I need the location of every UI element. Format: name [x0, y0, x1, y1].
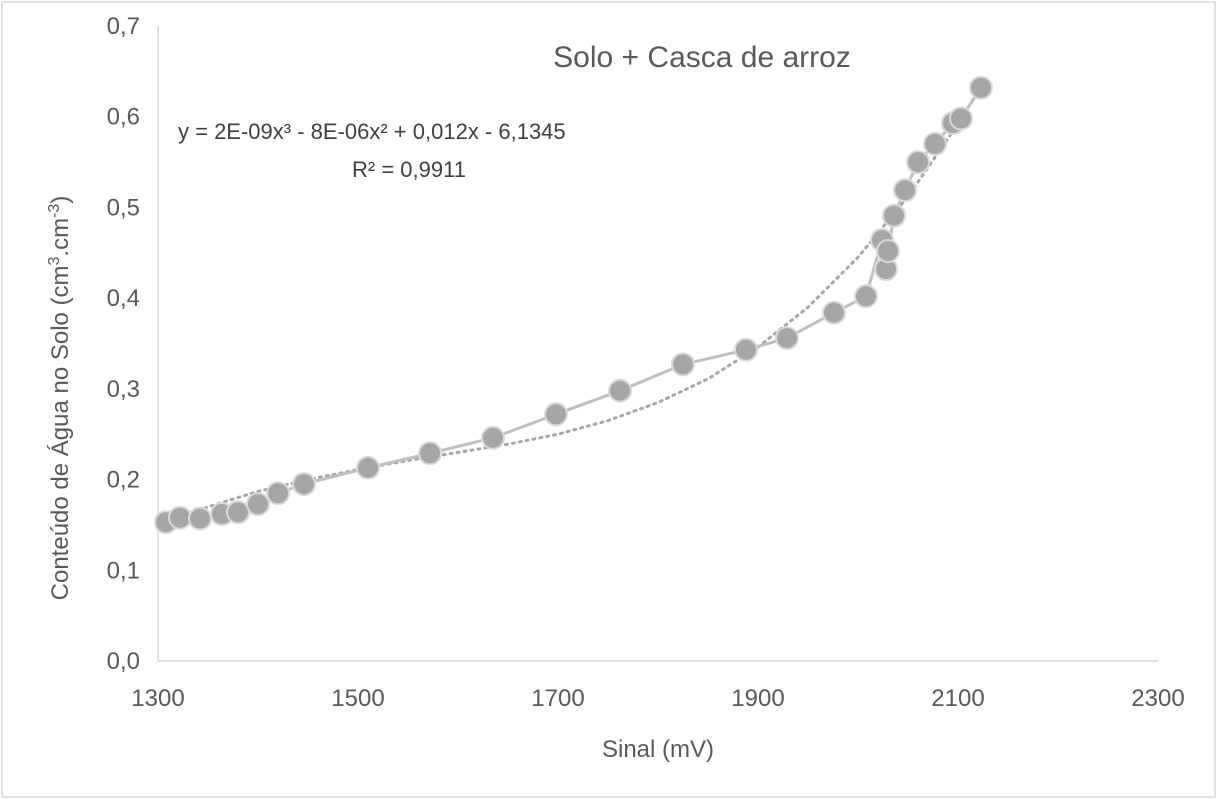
data-point	[906, 150, 930, 175]
y-axis-title-sup2: -3	[46, 204, 63, 218]
data-point	[949, 106, 973, 131]
y-tick-label: 0,0	[107, 648, 140, 675]
y-tick-label: 0,3	[107, 376, 140, 403]
y-axis-title: Conteúdo de Água no Solo (cm3.cm-3)	[46, 196, 74, 601]
data-point	[854, 284, 878, 309]
data-point	[893, 178, 917, 203]
x-axis-title: Sinal (mV)	[602, 736, 714, 763]
data-point	[188, 506, 212, 531]
data-point	[876, 239, 900, 263]
x-axis-ticks: 1300 1500 1700 1900 2100 2300	[131, 685, 1184, 712]
y-tick-label: 0,1	[107, 557, 140, 584]
y-axis-title-mid: .cm	[47, 218, 74, 257]
data-point	[481, 425, 505, 450]
data-point	[775, 326, 799, 351]
data-point	[882, 203, 906, 228]
trendline-equation: y = 2E-09x³ - 8E-06x² + 0,012x - 6,1345	[178, 119, 566, 144]
data-point	[969, 75, 993, 100]
y-axis-title-main: Conteúdo de Água no Solo (cm	[47, 265, 74, 600]
data-point	[356, 455, 380, 480]
chart-title: Solo + Casca de arroz	[553, 41, 851, 74]
x-tick-label: 2300	[1131, 685, 1184, 712]
y-tick-label: 0,6	[107, 104, 140, 131]
x-tick-label: 1500	[331, 685, 384, 712]
data-points	[154, 75, 993, 535]
data-point	[822, 300, 846, 325]
x-tick-label: 1900	[731, 685, 784, 712]
data-point	[923, 131, 947, 156]
data-point	[671, 352, 695, 377]
data-point	[168, 505, 192, 530]
data-point	[734, 337, 758, 362]
data-point	[544, 402, 568, 427]
data-point	[292, 472, 316, 497]
data-point	[266, 481, 290, 506]
x-tick-label: 2100	[931, 685, 984, 712]
y-axis-title-end: )	[47, 196, 74, 204]
data-point	[418, 441, 442, 466]
y-tick-label: 0,2	[107, 467, 140, 494]
y-tick-label: 0,7	[107, 13, 140, 40]
x-tick-label: 1300	[131, 685, 184, 712]
data-point	[608, 378, 632, 403]
y-axis-ticks: 0,0 0,1 0,2 0,3 0,4 0,5 0,6 0,7	[107, 13, 140, 675]
y-tick-label: 0,4	[107, 285, 140, 312]
data-point	[226, 500, 250, 525]
trendline-r2: R² = 0,9911	[352, 157, 466, 182]
data-point	[246, 492, 270, 517]
y-tick-label: 0,5	[107, 194, 140, 221]
x-tick-label: 1700	[531, 685, 584, 712]
y-axis-title-sup1: 3	[46, 256, 63, 265]
